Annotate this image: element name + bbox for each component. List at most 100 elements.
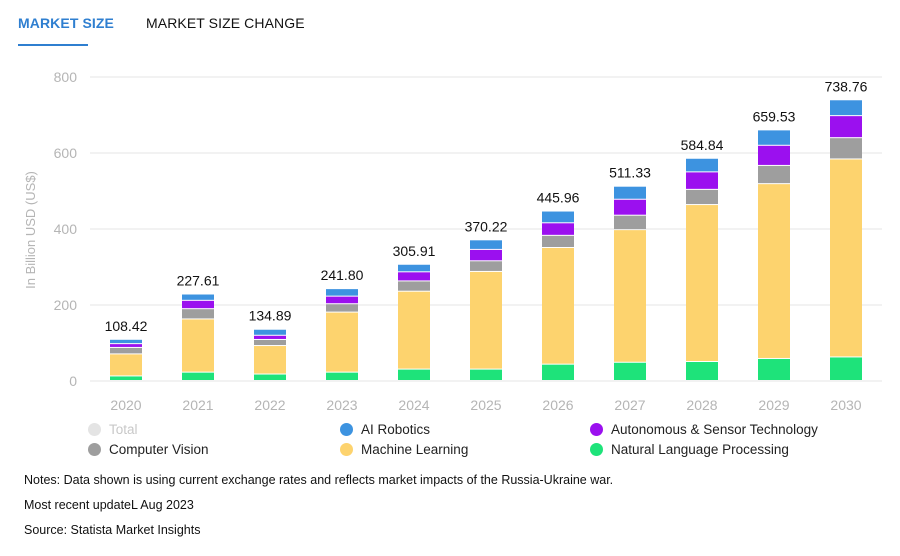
legend-label: Autonomous & Sensor Technology xyxy=(611,422,818,437)
x-tick-label: 2026 xyxy=(542,397,573,413)
legend-item-ai-robotics[interactable]: AI Robotics xyxy=(340,422,430,437)
bar-segment xyxy=(830,357,862,380)
bar-segment xyxy=(182,300,214,309)
source-link[interactable]: Source: Statista Market Insights xyxy=(24,523,201,537)
bar-segment xyxy=(182,294,214,300)
bar-segment xyxy=(542,235,574,247)
legend-swatch-icon xyxy=(590,443,603,456)
notes-text: Notes: Data shown is using current excha… xyxy=(24,473,614,487)
bar-segment xyxy=(686,172,718,189)
bar-segment xyxy=(614,186,646,199)
total-data-label: 241.80 xyxy=(321,267,364,283)
bar-segment xyxy=(470,249,502,261)
bar-segment xyxy=(110,347,142,354)
legend-label: AI Robotics xyxy=(361,422,431,437)
bar-segment xyxy=(470,271,502,369)
bar-segment xyxy=(326,312,358,372)
bar-segment xyxy=(326,296,358,304)
active-tab-indicator xyxy=(18,44,88,46)
bar-segment xyxy=(830,138,862,159)
x-tick-label: 2029 xyxy=(758,397,789,413)
bar-segment xyxy=(182,372,214,380)
bar-segment xyxy=(110,354,142,376)
bar-segment xyxy=(686,362,718,380)
x-tick-label: 2022 xyxy=(254,397,285,413)
bar-segment xyxy=(614,362,646,380)
bar-segment xyxy=(398,291,430,369)
total-data-label: 445.96 xyxy=(537,190,580,206)
bar-segment xyxy=(110,376,142,380)
legend-item-computer-vision[interactable]: Computer Vision xyxy=(88,442,209,457)
x-tick-label: 2024 xyxy=(398,397,429,413)
bar-segment xyxy=(326,304,358,312)
legend-label: Total xyxy=(109,422,138,437)
legend-swatch-icon xyxy=(590,423,603,436)
legend-swatch-icon xyxy=(340,423,353,436)
bar-segment xyxy=(182,309,214,319)
legend-swatch-icon xyxy=(340,443,353,456)
bar-segment xyxy=(398,272,430,281)
bar-segment xyxy=(110,344,142,347)
bar-segment xyxy=(830,159,862,357)
bar-segment xyxy=(398,264,430,272)
total-data-label: 511.33 xyxy=(609,165,651,181)
bar-segment xyxy=(110,339,142,344)
bar-segment xyxy=(254,346,286,374)
x-tick-label: 2030 xyxy=(830,397,861,413)
bar-segment xyxy=(758,145,790,165)
bar-segment xyxy=(326,372,358,380)
total-data-label: 227.61 xyxy=(177,273,220,289)
bar-segment xyxy=(830,116,862,138)
bar-segment xyxy=(758,130,790,145)
update-text: Most recent updateL Aug 2023 xyxy=(24,498,194,512)
tab-market-size-change[interactable]: MARKET SIZE CHANGE xyxy=(146,15,305,31)
x-tick-label: 2020 xyxy=(110,397,141,413)
x-tick-label: 2025 xyxy=(470,397,501,413)
bar-segment xyxy=(686,158,718,172)
bar-segment xyxy=(254,335,286,339)
x-tick-label: 2027 xyxy=(614,397,645,413)
y-tick-label: 200 xyxy=(54,297,78,313)
legend-item-machine-learning[interactable]: Machine Learning xyxy=(340,442,468,457)
bar-segment xyxy=(470,240,502,249)
bar-segment xyxy=(686,205,718,361)
bar-segment xyxy=(470,261,502,271)
bar-segment xyxy=(614,230,646,362)
market-size-chart: 0 200 400 600 800 In Billion USD (US$) 108.42 2… xyxy=(23,69,882,413)
total-data-label: 108.42 xyxy=(105,318,148,334)
bar-segment xyxy=(254,339,286,346)
legend-swatch-icon xyxy=(88,443,101,456)
legend-item-total[interactable]: Total xyxy=(88,422,138,437)
legend-label: Computer Vision xyxy=(109,442,209,457)
bar-segment xyxy=(542,364,574,380)
total-data-label: 584.84 xyxy=(681,137,724,153)
bar-segment xyxy=(398,369,430,380)
bar-segment xyxy=(326,289,358,296)
legend-label: Machine Learning xyxy=(361,442,469,457)
total-data-label: 134.89 xyxy=(249,308,292,324)
tab-bar: MARKET SIZE MARKET SIZE CHANGE xyxy=(0,0,900,50)
bar-segment xyxy=(614,199,646,215)
bar-segment xyxy=(686,189,718,205)
x-tick-label: 2021 xyxy=(182,397,213,413)
total-data-label: 305.91 xyxy=(393,243,436,259)
bar-segment xyxy=(182,319,214,372)
legend-item-nlp[interactable]: Natural Language Processing xyxy=(590,442,789,457)
bar-segment xyxy=(542,211,574,223)
x-tick-label: 2023 xyxy=(326,397,357,413)
bar-segment xyxy=(542,223,574,235)
bar-segment xyxy=(470,369,502,380)
y-tick-label: 400 xyxy=(54,221,78,237)
bar-segment xyxy=(758,165,790,184)
bar-segment xyxy=(254,329,286,335)
y-tick-label: 0 xyxy=(69,373,77,389)
bar-segment xyxy=(614,215,646,230)
y-tick-label: 600 xyxy=(54,145,78,161)
bar-segment xyxy=(758,358,790,380)
total-data-label: 370.22 xyxy=(465,218,508,234)
tab-market-size[interactable]: MARKET SIZE xyxy=(18,15,114,31)
x-tick-label: 2028 xyxy=(686,397,717,413)
bar-segment xyxy=(542,248,574,364)
legend-item-autonomous-sensor[interactable]: Autonomous & Sensor Technology xyxy=(590,422,818,437)
chart-legend: Total AI Robotics Autonomous & Sensor Te… xyxy=(0,420,900,462)
